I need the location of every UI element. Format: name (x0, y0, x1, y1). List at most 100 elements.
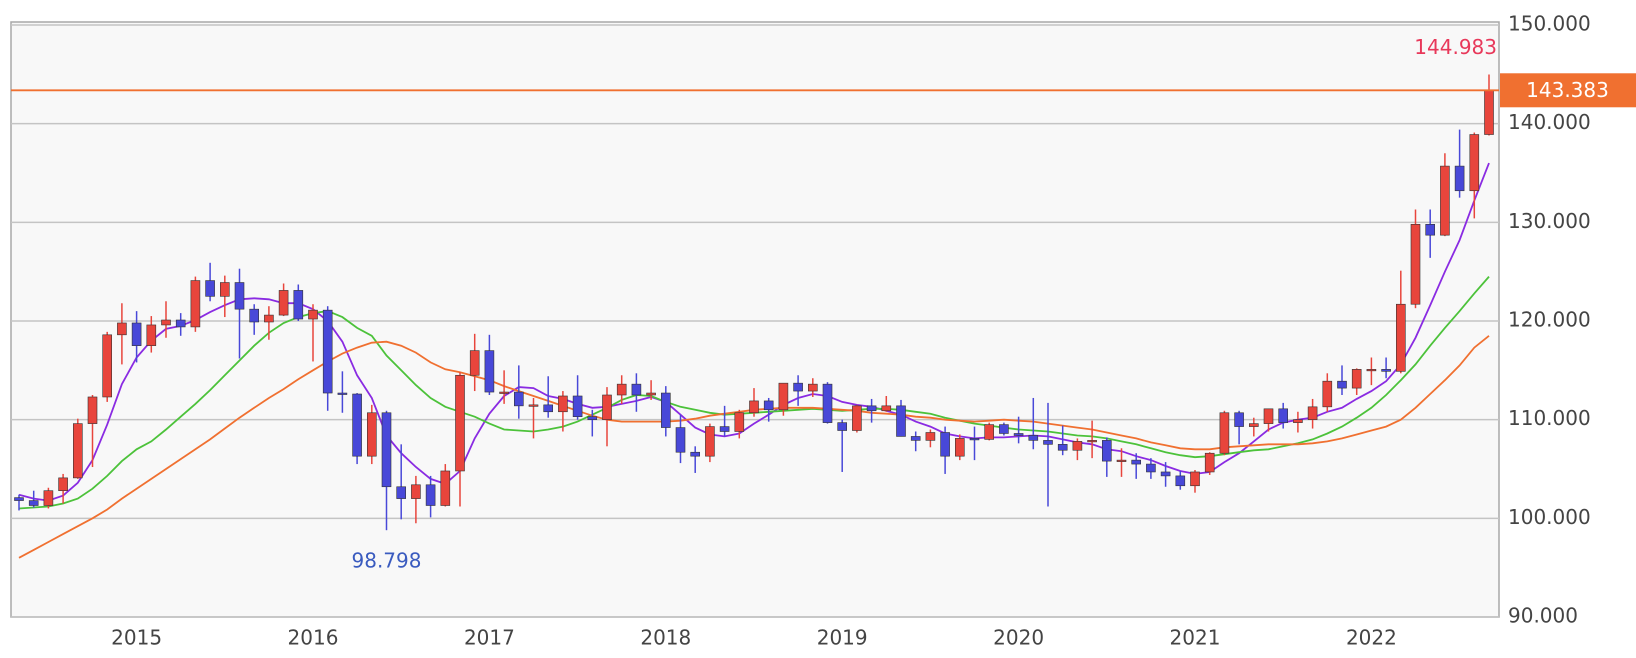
candle-body (1013, 433, 1024, 436)
candle-body (58, 477, 68, 492)
candle-body (1410, 224, 1421, 305)
candle-body (411, 484, 421, 499)
candle-body (675, 427, 686, 453)
candle-body (763, 400, 774, 411)
candle-body (1396, 303, 1406, 372)
candle-body (322, 309, 333, 394)
candle-body (1102, 440, 1112, 462)
candle-body (175, 319, 186, 328)
candle-body (1116, 459, 1127, 462)
candle-body (73, 423, 83, 479)
candle-body (866, 405, 877, 412)
y-tick-label: 90.000 (1508, 604, 1578, 628)
candle-body (543, 404, 554, 413)
x-tick-label: 2017 (464, 626, 515, 650)
candle-body (778, 382, 789, 411)
candle-body (352, 393, 362, 457)
candle-body (1469, 134, 1480, 192)
candle-body (146, 324, 157, 346)
low-annotation: 98.798 (352, 549, 422, 573)
candle-body (396, 486, 407, 499)
candle-body (1454, 165, 1465, 192)
moving-average-line (18, 162, 1490, 502)
candle-body (1293, 419, 1303, 423)
candle-body (102, 334, 112, 398)
candle-body (1190, 471, 1200, 487)
x-tick-label: 2019 (817, 626, 868, 650)
candle-body (234, 282, 245, 310)
x-tick-label: 2018 (640, 626, 691, 650)
candle-body (587, 416, 598, 420)
candle-body (602, 394, 612, 420)
candle-body (87, 396, 98, 424)
x-tick-label: 2015 (111, 626, 162, 650)
last-price-badge (1500, 73, 1636, 108)
candle-body (1484, 89, 1494, 135)
candle-body (366, 412, 377, 457)
candle-body (440, 470, 451, 506)
candle-body (278, 290, 289, 316)
candle-body (220, 282, 230, 297)
x-tick-label: 2022 (1346, 626, 1397, 650)
candle-body (1249, 423, 1259, 427)
candle-body (264, 314, 274, 323)
candle-body (1234, 412, 1244, 427)
candle-body (940, 432, 950, 457)
candle-body (469, 350, 480, 376)
candle-body (1381, 369, 1391, 372)
candle-body (425, 484, 436, 506)
candle-body (969, 438, 980, 441)
candle-body (249, 308, 259, 323)
candle-body (117, 322, 127, 336)
x-tick-label: 2016 (288, 626, 339, 650)
candle-body (1057, 444, 1068, 451)
candle-body (954, 438, 965, 457)
candle-body (381, 412, 392, 488)
candle-body (1263, 408, 1274, 424)
x-tick-label: 2021 (1170, 626, 1221, 650)
candle-body (455, 374, 465, 472)
y-tick-label: 130.000 (1508, 209, 1591, 233)
candle-body (705, 426, 715, 457)
y-tick-label: 100.000 (1508, 505, 1591, 529)
candle-body (1087, 440, 1097, 443)
candle-body (1322, 380, 1333, 408)
candle-body (1425, 224, 1435, 236)
candle-body (1043, 440, 1053, 445)
plot-area (10, 21, 1500, 618)
candle-body (1219, 412, 1230, 454)
y-tick-label: 120.000 (1508, 308, 1591, 332)
candle-body (1131, 459, 1141, 465)
candle-body (1351, 369, 1362, 389)
candle-body (1307, 406, 1318, 420)
candle-body (337, 392, 348, 395)
candle-body (646, 392, 656, 396)
candle-body (528, 404, 539, 407)
candle-body (1278, 408, 1288, 423)
candle-body (910, 436, 921, 441)
candle-body (999, 424, 1009, 434)
candle-body (984, 424, 995, 440)
last-price-label: 143.383 (1526, 78, 1609, 102)
candle-body (660, 392, 671, 428)
candle-body (1160, 471, 1171, 477)
candle-body (28, 500, 39, 506)
candle-body (896, 405, 906, 437)
candle-body (14, 497, 24, 501)
y-tick-label: 150.000 (1508, 12, 1591, 36)
candle-body (734, 412, 745, 432)
candle-body (719, 426, 730, 432)
candle-body (1366, 369, 1377, 372)
candle-body (205, 280, 215, 297)
candle-body (881, 405, 892, 412)
candle-body (572, 395, 583, 418)
candle-body (308, 309, 318, 320)
candle-body (190, 280, 201, 328)
candle-body (852, 405, 862, 431)
candle-body (1337, 380, 1347, 389)
candle-body (293, 290, 304, 320)
candle-body (631, 383, 642, 396)
candle-body (131, 322, 142, 346)
y-tick-label: 140.000 (1508, 110, 1591, 134)
